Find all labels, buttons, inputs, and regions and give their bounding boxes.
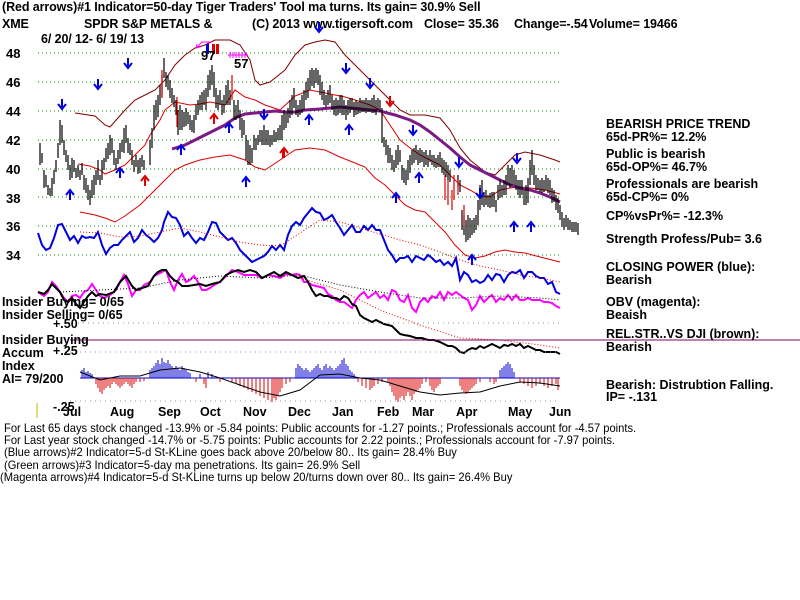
footer-year-summary: For Last year stock changed -14.7% or -5…: [4, 433, 616, 447]
insider-buying-label: Insider Buying: [2, 333, 89, 347]
price-tick-46: 46: [6, 75, 21, 90]
index-label: Index: [2, 359, 35, 373]
month-sep: Sep: [158, 405, 181, 419]
fund-name: SPDR S&P METALS &: [84, 17, 213, 31]
label-97: 97: [201, 48, 215, 63]
strength-ratio: Strength Profess/Pub= 3.6: [606, 232, 762, 246]
cp-vs-pr: CP%vsPr%= -12.3%: [606, 209, 724, 223]
blue-arrows: [57, 22, 536, 265]
indicator1-title: (Red arrows)#1 Indicator=50-day Tiger Tr…: [2, 0, 481, 14]
price-tick-42: 42: [6, 133, 21, 148]
price-tick-44: 44: [6, 104, 21, 119]
footer-blue-arrows: (Blue arrows)#2 Indicator=5-d St-KLine g…: [4, 445, 457, 459]
price-bars: [39, 58, 579, 242]
insider-selling-count: Insider Selling= 0/65: [2, 308, 123, 322]
footer-65day-summary: For Last 65 days stock changed -13.9% or…: [4, 421, 637, 435]
red-price-bars: [161, 70, 465, 227]
public-title: Public is bearish: [606, 147, 706, 161]
relstr-title: REL.STR..VS DJI (brown):: [606, 327, 760, 341]
change-value: Change=-.54: [514, 17, 588, 31]
month-aug: Aug: [110, 405, 135, 419]
footer-green-arrows: (Green arrows)#3 Indicator=5-day ma pene…: [4, 458, 361, 472]
price-tick-38: 38: [6, 191, 21, 206]
price-tick-34: 34: [6, 248, 21, 263]
closing-power-title: CLOSING POWER (blue):: [606, 260, 756, 274]
date-range: 6/ 20/ 12- 6/ 19/ 13: [41, 32, 144, 46]
month-apr: Apr: [456, 405, 478, 419]
axis-plus25: +.25: [53, 344, 78, 358]
ip-value: IP= -.131: [606, 390, 658, 404]
accum-index-bars: [81, 358, 559, 402]
price-tick-40: 40: [6, 162, 21, 177]
professionals-title: Professionals are bearish: [606, 177, 759, 191]
month-may: May: [508, 405, 533, 419]
lower-band: [79, 147, 561, 263]
upper-band: [77, 89, 561, 198]
label-57: 57: [234, 56, 248, 71]
price-trend-title: BEARISH PRICE TREND: [606, 117, 751, 131]
ai-value: AI= 79/200: [2, 372, 64, 386]
closing-power-value: Bearish: [606, 273, 652, 287]
month-jan: Jan: [332, 405, 354, 419]
axis-plus50: +.50: [53, 317, 78, 331]
rel-str-ma-dotted: [299, 277, 561, 349]
obv-value: Beaish: [606, 308, 647, 322]
month-jul: Jul: [63, 405, 82, 419]
axis-minus25: -.25: [53, 400, 75, 414]
month-nov: Nov: [243, 405, 267, 419]
footer-magenta-arrows: (Magenta arrows)#4 Indicator=5-d St-KLin…: [0, 470, 513, 484]
volume-value: Volume= 19466: [589, 17, 678, 31]
professionals-value: 65d-CP%= 0%: [606, 190, 690, 204]
top-signal-markers: [206, 44, 219, 54]
month-mar: Mar: [412, 405, 435, 419]
price-trend-value: 65d-PR%= 12.2%: [606, 130, 707, 144]
accum-index-ma: [79, 367, 561, 397]
ticker-symbol: XME: [2, 17, 29, 31]
magenta-markers: [195, 41, 248, 58]
public-value: 65d-OP%= 46.7%: [606, 160, 708, 174]
accum-label: Accum: [2, 346, 44, 360]
accum-status-title: Bearish: Distrubtion Falling.: [606, 378, 774, 392]
obv-title: OBV (magenta):: [606, 295, 701, 309]
month-feb: Feb: [377, 405, 400, 419]
rel-str-dji-line: [37, 268, 561, 355]
price-tick-36: 36: [6, 219, 21, 234]
obv-ma-dotted: [59, 274, 561, 301]
red-arrows: [140, 96, 395, 186]
copyright: (C) 2013 www.tigersoft.com: [252, 17, 413, 31]
month-dec: Dec: [288, 405, 311, 419]
month-jun: Jun: [549, 405, 572, 419]
upper-outer-band: [74, 39, 561, 176]
month-oct: Oct: [200, 405, 221, 419]
relstr-value: Bearish: [606, 340, 652, 354]
close-value: Close= 35.36: [424, 17, 499, 31]
closing-power-ma: [79, 219, 561, 283]
price-tick-48: 48: [6, 46, 21, 61]
insider-buying-count: Insider Buying= 0/65: [2, 295, 124, 309]
